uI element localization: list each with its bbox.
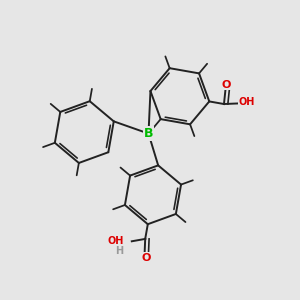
Text: B: B [144,127,153,140]
Text: O: O [142,253,151,263]
Text: H: H [115,246,123,256]
Text: OH: OH [107,236,123,246]
Text: OH: OH [238,97,255,106]
Text: O: O [222,80,231,90]
